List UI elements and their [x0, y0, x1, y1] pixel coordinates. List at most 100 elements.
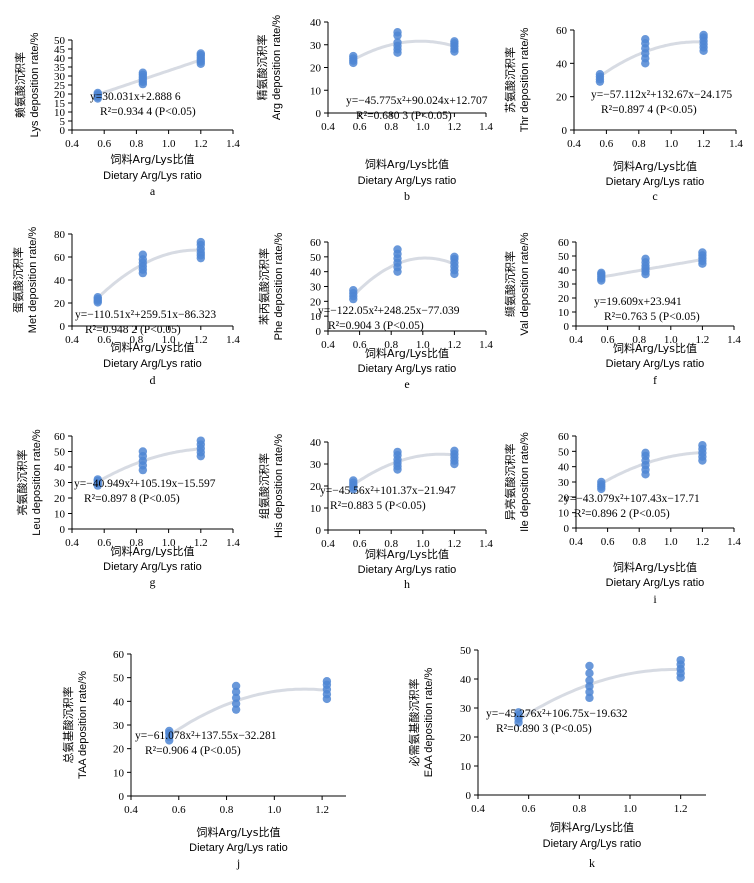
fit-r-squared: R²=0.906 4 (P<0.05)	[145, 745, 241, 757]
x-axis-label-en: Dietary Arg/Lys ratio	[103, 170, 202, 182]
data-point	[698, 441, 707, 450]
data-point	[597, 268, 606, 277]
x-tick-label: 1.4	[226, 138, 240, 150]
y-axis-label-en: Ile deposition rate/%	[519, 432, 531, 532]
trend-line	[517, 668, 681, 721]
y-tick-label: 40	[310, 267, 322, 279]
y-tick-label: 0	[564, 321, 570, 333]
x-tick-label: 1.0	[162, 334, 176, 346]
x-tick-label: 0.6	[97, 138, 111, 150]
x-tick-label: 1.0	[416, 121, 430, 133]
x-tick-label: 1.0	[162, 537, 176, 549]
y-tick-label: 10	[113, 767, 125, 779]
data-point	[450, 252, 459, 262]
x-tick-label: 0.6	[522, 803, 536, 815]
y-tick-label: 45	[54, 44, 66, 56]
x-tick-label: 0.6	[353, 538, 367, 550]
fit-equation: y=−122.05x²+248.25x−77.039	[318, 305, 460, 317]
data-point	[138, 68, 148, 77]
x-axis-label-en: Dietary Arg/Lys ratio	[358, 175, 457, 187]
y-axis-label-cn: 亮氨酸沉积率	[15, 450, 29, 516]
x-tick-label: 1.2	[194, 537, 208, 549]
x-axis-label-en: Dietary Arg/Lys ratio	[189, 842, 288, 854]
x-tick-label: 0.6	[97, 537, 111, 549]
y-axis-label-en: Lys deposition rate/%	[29, 32, 41, 137]
x-tick-label: 0.8	[130, 537, 144, 549]
data-point	[231, 687, 241, 697]
data-point	[699, 30, 708, 40]
y-tick-label: 50	[558, 251, 570, 263]
trend-line	[96, 248, 201, 300]
data-point	[138, 447, 148, 456]
fit-r-squared: R²=0.934 4 (P<0.05)	[100, 106, 196, 118]
panel-letter: c	[652, 189, 657, 203]
y-axis-label-cn: 赖氨酸沉积率	[13, 52, 27, 118]
fit-equation: y=19.609x+23.941	[594, 296, 682, 308]
y-tick-label: 30	[310, 282, 322, 294]
data-point	[676, 655, 685, 665]
x-tick-label: 1.0	[162, 138, 176, 150]
data-point	[231, 699, 241, 708]
y-tick-label: 60	[558, 237, 570, 249]
y-tick-label: 40	[558, 462, 570, 474]
trend-line	[352, 256, 455, 297]
fit-r-squared: R²=0.897 4 (P<0.05)	[601, 104, 697, 116]
trend-line	[601, 258, 703, 279]
x-tick-label: 0.8	[384, 121, 398, 133]
x-tick-label: 0.4	[321, 121, 335, 133]
y-tick-label: 0	[316, 326, 322, 338]
y-tick-label: 20	[310, 481, 322, 493]
y-tick-label: 10	[558, 508, 570, 520]
chart-panel-h: 0 10 20 30 40 0.4 0.6 0.8 1.0 1.2 1.4 y=−45.56x²+10…	[257, 434, 493, 591]
panel-letter: k	[589, 856, 595, 870]
y-tick-label: 0	[316, 108, 322, 120]
y-tick-label: 40	[460, 674, 472, 686]
x-tick-label: 0.8	[220, 804, 234, 816]
data-point	[585, 669, 594, 678]
x-axis-label-cn: 饲料Arg/Lys比值	[111, 340, 195, 354]
y-axis-label-en: EAA deposition rate/%	[423, 668, 435, 778]
x-tick-label: 1.2	[448, 538, 462, 550]
y-tick-label: 40	[54, 53, 66, 65]
y-tick-label: 20	[460, 732, 472, 744]
y-tick-label: 40	[556, 58, 568, 70]
data-point	[93, 475, 102, 484]
data-point	[597, 477, 606, 487]
data-point	[585, 682, 594, 691]
x-tick-label: 0.8	[130, 334, 144, 346]
x-axis-label-cn: 饲料Arg/Lys比值	[365, 157, 449, 171]
y-axis-label-en: Leu deposition rate/%	[31, 429, 43, 536]
y-tick-label: 50	[113, 673, 125, 685]
x-tick-label: 1.4	[727, 536, 741, 548]
x-tick-label: 1.2	[194, 334, 208, 346]
x-axis-label-cn: 饲料Arg/Lys比值	[111, 152, 195, 166]
x-tick-label: 1.2	[315, 804, 329, 816]
data-point	[196, 49, 205, 58]
chart-panel-c: 0 20 40 60 0.4 0.6 0.8 1.0 1.2 1.4 y=−57.112x²+132…	[503, 25, 743, 203]
y-axis-label-cn: 缬氨酸沉积率	[503, 251, 517, 317]
y-tick-label: 20	[556, 92, 568, 104]
panel-letter: i	[653, 592, 657, 606]
x-tick-label: 1.4	[479, 121, 493, 133]
y-tick-label: 30	[113, 720, 125, 732]
y-tick-label: 0	[466, 790, 472, 802]
y-tick-label: 0	[119, 791, 125, 803]
data-point	[585, 687, 594, 697]
y-tick-label: 30	[310, 40, 322, 52]
chart-panel-k: 0 10 20 30 40 50 0.4 0.6 0.8 1.0 1.2 y=−45.276x²+10…	[407, 645, 706, 870]
x-tick-label: 1.2	[448, 121, 462, 133]
x-tick-label: 1.0	[664, 334, 678, 346]
x-tick-label: 0.8	[384, 538, 398, 550]
y-tick-label: 40	[558, 265, 570, 277]
data-point	[393, 447, 402, 457]
x-tick-label: 0.6	[353, 339, 367, 351]
x-tick-label: 1.2	[696, 536, 710, 548]
fit-r-squared: R²=0.897 8 (P<0.05)	[84, 493, 180, 505]
x-tick-label: 1.4	[727, 334, 741, 346]
fit-r-squared: R²=0.948 2 (P<0.05)	[85, 324, 181, 336]
y-tick-label: 0	[60, 125, 66, 137]
x-axis-label-en: Dietary Arg/Lys ratio	[606, 577, 705, 589]
y-tick-label: 20	[558, 293, 570, 305]
y-axis-label-en: His deposition rate/%	[273, 434, 285, 538]
